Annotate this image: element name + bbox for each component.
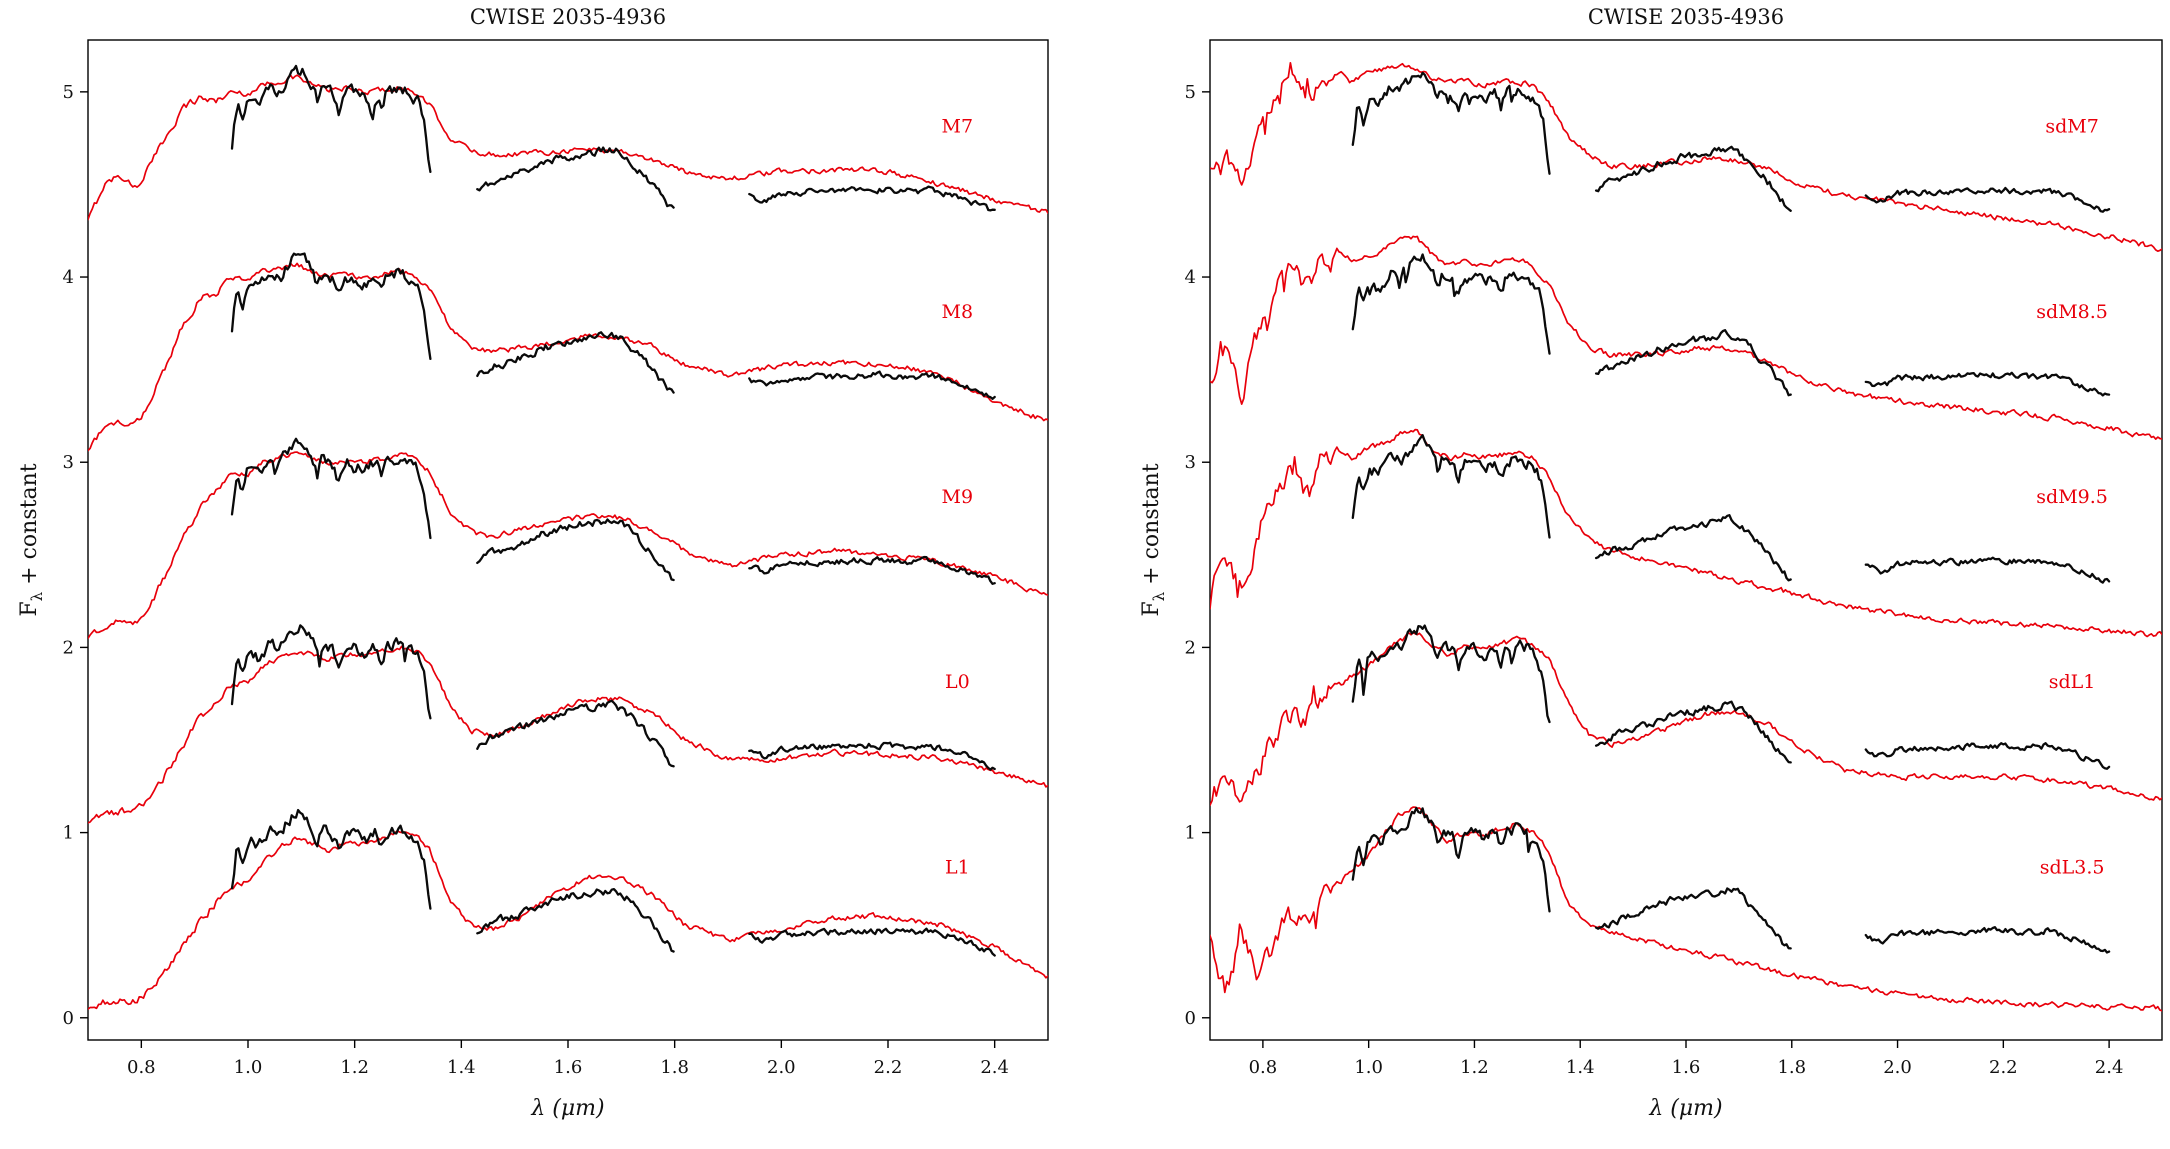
observed-spectrum-segment (748, 555, 996, 585)
observed-spectrum-segment (1864, 556, 2111, 584)
observed-spectrum-segment (1594, 887, 1792, 950)
observed-spectrum-segment (476, 699, 675, 768)
observed-spectrum-segment (748, 185, 996, 212)
template-spectrum-L1 (88, 830, 1048, 1010)
template-spectrum-sdM7 (1210, 61, 2162, 253)
y-tick-label: 4 (63, 267, 74, 288)
observed-spectrum-segment (748, 741, 996, 771)
y-tick-label: 0 (1185, 1008, 1196, 1029)
observed-spectrum-segment (1351, 71, 1551, 175)
observed-spectrum-segment (1351, 434, 1551, 539)
observed-spectrum-segment (1351, 253, 1551, 355)
x-tick-label: 2.4 (980, 1057, 1009, 1078)
spectral-type-label: M8 (942, 301, 974, 323)
template-spectrum-L0 (88, 645, 1048, 824)
x-tick-label: 1.6 (1672, 1057, 1701, 1078)
x-tick-label: 0.8 (1249, 1057, 1278, 1078)
spectral-type-label: L0 (945, 671, 970, 693)
x-axis-label: λ (μm) (530, 1096, 604, 1121)
x-tick-label: 2.2 (874, 1057, 903, 1078)
observed-spectrum-segment (1864, 926, 2111, 954)
observed-spectrum-segment (1864, 186, 2111, 213)
x-tick-label: 1.0 (234, 1057, 263, 1078)
observed-spectrum-segment (230, 808, 432, 910)
x-tick-label: 2.0 (767, 1057, 796, 1078)
panel-title: CWISE 2035-4936 (1588, 5, 1784, 29)
x-tick-label: 1.8 (660, 1057, 689, 1078)
spectral-type-label: sdM9.5 (2036, 486, 2108, 508)
x-tick-label: 1.4 (447, 1057, 476, 1078)
x-tick-label: 2.0 (1883, 1057, 1912, 1078)
y-tick-label: 3 (63, 452, 74, 473)
y-tick-label: 1 (63, 823, 74, 844)
observed-spectrum-segment (230, 437, 432, 540)
x-tick-label: 1.6 (554, 1057, 583, 1078)
template-spectrum-M8 (88, 262, 1048, 452)
template-spectrum-M9 (88, 451, 1048, 640)
panel-right: 0.8 1.0 1.2 1.4 1.6 1.8 2.0 2.2 2.4 0 1 2 3 4 5 CWISE 2… (1139, 5, 2163, 1121)
observed-spectrum-segment (1594, 145, 1792, 212)
x-tick-label: 0.8 (127, 1057, 156, 1078)
y-tick-label: 2 (63, 637, 74, 658)
observed-spectrum-segment (230, 624, 432, 720)
observed-spectrum-segment (230, 252, 432, 361)
observed-spectrum-segment (1864, 742, 2111, 770)
spectral-type-label: sdM8.5 (2036, 301, 2108, 323)
template-spectrum-sdL1 (1210, 631, 2162, 806)
x-axis-label: λ (μm) (1648, 1096, 1722, 1121)
y-tick-label: 1 (1185, 823, 1196, 844)
observed-spectrum-segment (476, 146, 675, 209)
observed-spectrum-segment (1351, 624, 1551, 724)
panel-left: 0.8 1.0 1.2 1.4 1.6 1.8 2.0 2.2 2.4 0 1 2 3 4 5 CWISE 2… (17, 5, 1049, 1121)
y-tick-label: 3 (1185, 452, 1196, 473)
observed-spectrum-segment (1594, 514, 1792, 582)
x-tick-label: 1.0 (1354, 1057, 1383, 1078)
observed-spectrum-segment (476, 331, 675, 394)
x-tick-label: 1.8 (1777, 1057, 1806, 1078)
spectral-type-label: M9 (942, 486, 974, 508)
panel-title: CWISE 2035-4936 (470, 5, 666, 29)
y-tick-label: 4 (1185, 267, 1196, 288)
observed-spectrum-segment (748, 370, 996, 400)
spectral-type-label: L1 (945, 856, 970, 878)
x-tick-label: 1.2 (1460, 1057, 1489, 1078)
y-tick-label: 5 (1185, 82, 1196, 103)
template-spectrum-sdL3.5 (1210, 806, 2162, 1012)
x-tick-label: 2.4 (2095, 1057, 2124, 1078)
observed-spectrum-segment (748, 927, 996, 957)
observed-spectrum-segment (1594, 329, 1792, 397)
observed-spectrum-segment (1864, 371, 2111, 397)
observed-spectrum-segment (1351, 806, 1551, 913)
spectral-type-label: M7 (942, 116, 974, 138)
y-tick-label: 2 (1185, 637, 1196, 658)
template-spectrum-sdM9.5 (1210, 428, 2162, 638)
observed-spectrum-segment (476, 518, 675, 582)
x-tick-label: 1.2 (340, 1057, 369, 1078)
observed-spectrum-segment (230, 64, 432, 174)
x-tick-label: 2.2 (1989, 1057, 2018, 1078)
y-tick-label: 5 (63, 82, 74, 103)
spectral-type-label: sdL3.5 (2040, 856, 2105, 878)
template-spectrum-M7 (88, 74, 1048, 221)
observed-spectrum-segment (1594, 700, 1792, 764)
y-axis-label: Fλ + constant (17, 463, 46, 616)
y-axis-label: Fλ + constant (1139, 463, 1168, 616)
axes-frame (1209, 39, 2163, 1041)
spectral-type-label: sdM7 (2045, 116, 2098, 138)
spectral-type-label: sdL1 (2049, 671, 2096, 693)
template-spectrum-sdM8.5 (1210, 235, 2162, 440)
x-tick-label: 1.4 (1566, 1057, 1595, 1078)
y-tick-label: 0 (63, 1008, 74, 1029)
observed-spectrum-segment (476, 887, 675, 953)
